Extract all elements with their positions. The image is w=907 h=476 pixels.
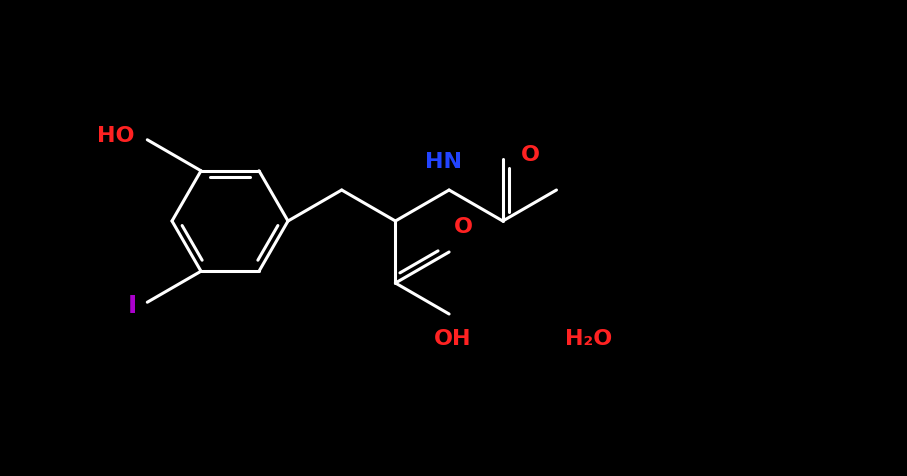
Text: OH: OH xyxy=(434,329,472,349)
Text: HN: HN xyxy=(424,152,462,172)
Text: I: I xyxy=(128,294,137,318)
Text: HO: HO xyxy=(96,126,134,146)
Text: O: O xyxy=(454,217,473,237)
Text: O: O xyxy=(522,145,541,165)
Text: H₂O: H₂O xyxy=(565,329,613,349)
